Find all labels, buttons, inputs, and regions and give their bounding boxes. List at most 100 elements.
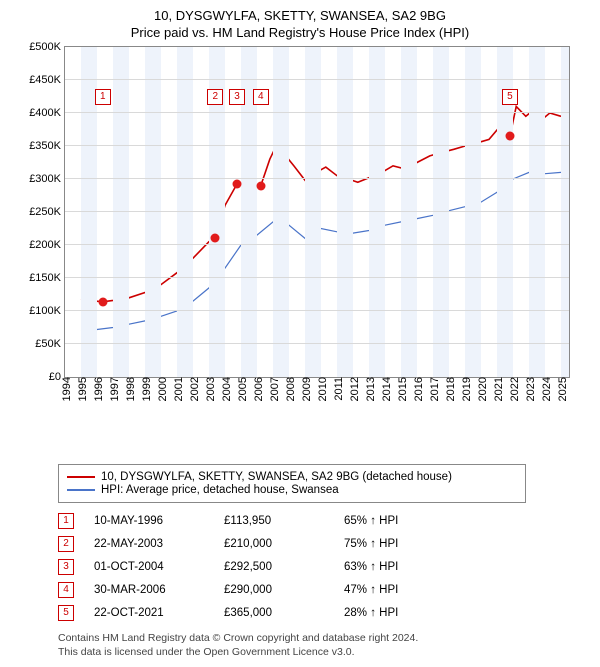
legend-swatch-property — [67, 476, 95, 478]
transaction-point — [233, 179, 242, 188]
x-axis-label: 1999 — [137, 377, 153, 401]
y-axis-label: £500K — [29, 41, 65, 53]
table-row: 301-OCT-2004£292,50063% ↑ HPI — [58, 559, 508, 575]
year-band — [273, 47, 289, 377]
tx-date: 30-MAR-2006 — [94, 584, 204, 596]
x-axis-label: 2010 — [313, 377, 329, 401]
transaction-flag: 5 — [502, 89, 518, 105]
transactions-table: 110-MAY-1996£113,95065% ↑ HPI222-MAY-200… — [58, 513, 508, 621]
year-band — [113, 47, 129, 377]
transaction-flag: 4 — [253, 89, 269, 105]
y-axis-label: £350K — [29, 140, 65, 152]
tx-price: £290,000 — [224, 584, 324, 596]
gridline — [65, 310, 569, 311]
x-axis-label: 2017 — [425, 377, 441, 401]
tx-pct: 75% ↑ HPI — [344, 538, 454, 550]
year-band — [401, 47, 417, 377]
x-axis-label: 2008 — [281, 377, 297, 401]
title-line-2: Price paid vs. HM Land Registry's House … — [8, 25, 592, 40]
y-axis-label: £150K — [29, 272, 65, 284]
x-axis-label: 1998 — [121, 377, 137, 401]
year-band — [465, 47, 481, 377]
x-axis-label: 2004 — [217, 377, 233, 401]
tx-date: 22-OCT-2021 — [94, 607, 204, 619]
gridline — [65, 211, 569, 212]
title-line-1: 10, DYSGWYLFA, SKETTY, SWANSEA, SA2 9BG — [8, 8, 592, 23]
legend-row: HPI: Average price, detached house, Swan… — [67, 484, 517, 496]
x-axis-label: 1997 — [105, 377, 121, 401]
y-axis-label: £200K — [29, 239, 65, 251]
x-axis-label: 2021 — [489, 377, 505, 401]
plot-area: £0£50K£100K£150K£200K£250K£300K£350K£400… — [64, 46, 570, 378]
table-row: 222-MAY-2003£210,00075% ↑ HPI — [58, 536, 508, 552]
transaction-flag: 3 — [229, 89, 245, 105]
tx-flag: 1 — [58, 513, 74, 529]
footnote-line-1: Contains HM Land Registry data © Crown c… — [58, 631, 528, 645]
x-axis-label: 2025 — [553, 377, 569, 401]
footnote: Contains HM Land Registry data © Crown c… — [58, 631, 528, 659]
transaction-point — [505, 132, 514, 141]
tx-price: £292,500 — [224, 561, 324, 573]
gridline — [65, 277, 569, 278]
chart: £0£50K£100K£150K£200K£250K£300K£350K£400… — [18, 46, 578, 426]
tx-flag: 4 — [58, 582, 74, 598]
x-axis-label: 2011 — [329, 377, 345, 401]
y-axis-label: £50K — [35, 338, 65, 350]
gridline — [65, 244, 569, 245]
x-axis-label: 2001 — [169, 377, 185, 401]
legend-row: 10, DYSGWYLFA, SKETTY, SWANSEA, SA2 9BG … — [67, 471, 517, 483]
y-axis-label: £450K — [29, 74, 65, 86]
year-band — [305, 47, 321, 377]
tx-date: 10-MAY-1996 — [94, 515, 204, 527]
legend: 10, DYSGWYLFA, SKETTY, SWANSEA, SA2 9BG … — [58, 464, 526, 503]
x-axis-label: 1995 — [73, 377, 89, 401]
x-axis-label: 2019 — [457, 377, 473, 401]
year-band — [145, 47, 161, 377]
tx-pct: 28% ↑ HPI — [344, 607, 454, 619]
footnote-line-2: This data is licensed under the Open Gov… — [58, 645, 528, 659]
gridline — [65, 178, 569, 179]
tx-price: £113,950 — [224, 515, 324, 527]
year-band — [433, 47, 449, 377]
transaction-flag: 1 — [95, 89, 111, 105]
x-axis-label: 2013 — [361, 377, 377, 401]
x-axis-label: 2020 — [473, 377, 489, 401]
x-axis-label: 2022 — [505, 377, 521, 401]
y-axis-label: £250K — [29, 206, 65, 218]
x-axis-label: 2000 — [153, 377, 169, 401]
legend-label-property: 10, DYSGWYLFA, SKETTY, SWANSEA, SA2 9BG … — [101, 471, 452, 483]
year-band — [561, 47, 569, 377]
y-axis-label: £300K — [29, 173, 65, 185]
year-band — [337, 47, 353, 377]
x-axis-label: 2023 — [521, 377, 537, 401]
x-axis-label: 2015 — [393, 377, 409, 401]
gridline — [65, 112, 569, 113]
x-axis-label: 1996 — [89, 377, 105, 401]
x-axis-label: 2024 — [537, 377, 553, 401]
table-row: 522-OCT-2021£365,00028% ↑ HPI — [58, 605, 508, 621]
x-axis-label: 1994 — [57, 377, 73, 401]
x-axis-label: 2005 — [233, 377, 249, 401]
tx-price: £210,000 — [224, 538, 324, 550]
x-axis-label: 2016 — [409, 377, 425, 401]
tx-pct: 65% ↑ HPI — [344, 515, 454, 527]
table-row: 1 10-MAY-1996 £113,950 65% ↑ HPI — [58, 513, 508, 529]
table-row: 4 30-MAR-2006 £290,000 47% ↑ HPI — [58, 582, 508, 598]
y-axis-label: £400K — [29, 107, 65, 119]
transaction-point — [211, 234, 220, 243]
tx-pct: 47% ↑ HPI — [344, 584, 454, 596]
year-band — [529, 47, 545, 377]
tx-flag: 2 — [58, 536, 74, 552]
x-axis-label: 2009 — [297, 377, 313, 401]
x-axis-label: 2006 — [249, 377, 265, 401]
tx-price: £365,000 — [224, 607, 324, 619]
transaction-point — [256, 181, 265, 190]
x-axis-label: 2007 — [265, 377, 281, 401]
tx-flag: 3 — [58, 559, 74, 575]
year-band — [177, 47, 193, 377]
tx-date: 01-OCT-2004 — [94, 561, 204, 573]
transaction-point — [98, 297, 107, 306]
gridline — [65, 79, 569, 80]
chart-title-block: 10, DYSGWYLFA, SKETTY, SWANSEA, SA2 9BG … — [8, 8, 592, 40]
x-axis-label: 2003 — [201, 377, 217, 401]
